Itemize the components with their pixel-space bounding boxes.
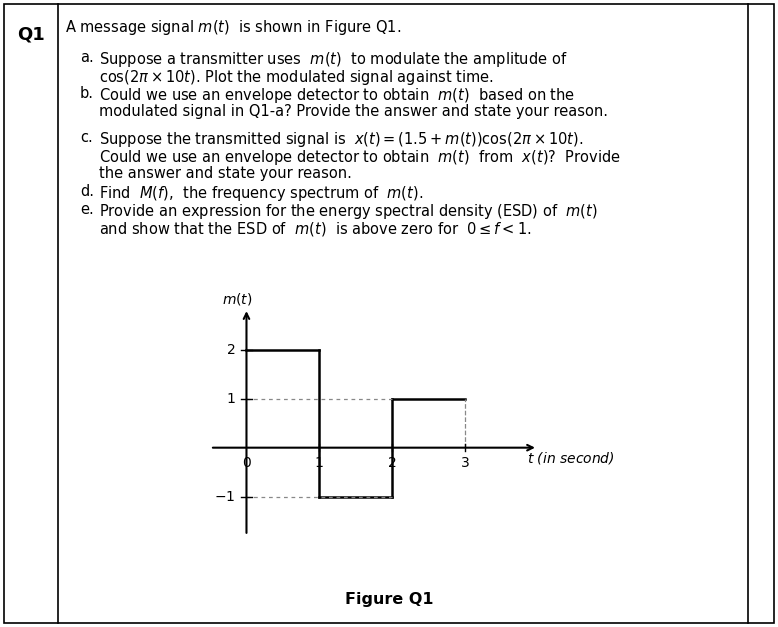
Text: Provide an expression for the energy spectral density (ESD) of  $m(t)$: Provide an expression for the energy spe… <box>99 202 598 221</box>
Text: 1: 1 <box>226 392 236 406</box>
Text: Figure Q1: Figure Q1 <box>345 592 433 607</box>
Text: a.: a. <box>80 50 94 65</box>
Text: c.: c. <box>80 130 93 145</box>
Text: Find  $M(f)$,  the frequency spectrum of  $m(t)$.: Find $M(f)$, the frequency spectrum of $… <box>99 184 423 203</box>
Text: A message signal $m(t)$  is shown in Figure Q1.: A message signal $m(t)$ is shown in Figu… <box>65 18 401 37</box>
Text: Could we use an envelope detector to obtain  $m(t)$  from  $x(t)$?  Provide: Could we use an envelope detector to obt… <box>99 148 621 167</box>
Text: and show that the ESD of  $m(t)$  is above zero for  $0 \leq f < 1$.: and show that the ESD of $m(t)$ is above… <box>99 220 531 238</box>
Text: Could we use an envelope detector to obtain  $m(t)$  based on the: Could we use an envelope detector to obt… <box>99 86 575 105</box>
Text: modulated signal in Q1-a? Provide the answer and state your reason.: modulated signal in Q1-a? Provide the an… <box>99 104 608 119</box>
Text: Q1: Q1 <box>17 25 45 43</box>
Text: Suppose a transmitter uses  $m(t)$  to modulate the amplitude of: Suppose a transmitter uses $m(t)$ to mod… <box>99 50 567 69</box>
Text: 2: 2 <box>227 343 236 357</box>
Text: 0: 0 <box>242 456 251 470</box>
Text: b.: b. <box>80 86 94 101</box>
Text: $m(t)$: $m(t)$ <box>223 291 253 307</box>
Text: $-1$: $-1$ <box>214 490 236 503</box>
Text: Suppose the transmitted signal is  $x(t) = \left(1.5 + m(t)\right)\cos(2\pi \tim: Suppose the transmitted signal is $x(t) … <box>99 130 584 149</box>
Text: $\cos(2\pi \times 10t)$. Plot the modulated signal against time.: $\cos(2\pi \times 10t)$. Plot the modula… <box>99 68 494 87</box>
Text: 1: 1 <box>315 456 324 470</box>
Text: e.: e. <box>80 202 94 217</box>
Text: d.: d. <box>80 184 94 199</box>
Text: the answer and state your reason.: the answer and state your reason. <box>99 166 352 181</box>
Text: $t$ (in second): $t$ (in second) <box>527 450 615 466</box>
Text: 3: 3 <box>461 456 469 470</box>
Text: 2: 2 <box>387 456 397 470</box>
